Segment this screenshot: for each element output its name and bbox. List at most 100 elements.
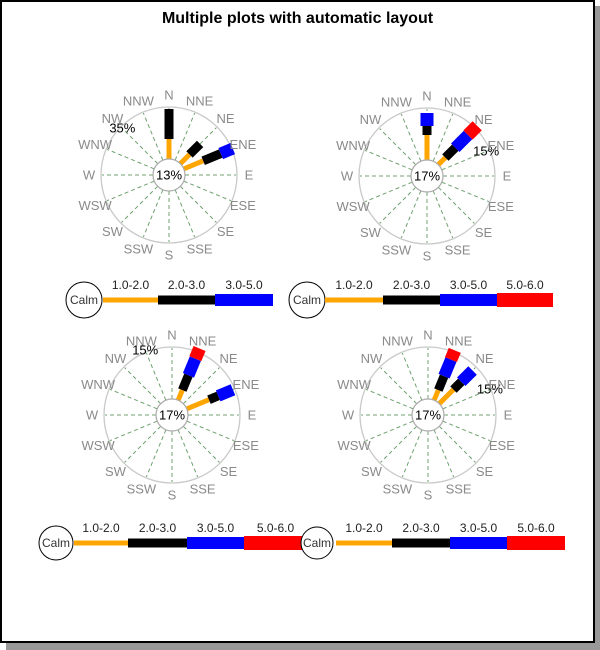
grid-line [442,420,491,442]
legend-segment-label: 1.0-2.0 [345,521,383,535]
legend-segment [187,537,244,549]
legend-segment [325,297,383,303]
direction-label-se: SE [475,225,493,240]
legend-segment-label: 5.0-6.0 [517,521,555,535]
grid-line [179,185,217,223]
wind-bar-segment-ene [201,149,223,165]
grid-line [182,367,220,405]
legend-top-left: Calm 1.0-2.0 2.0-3.0 3.0-5.0 [65,278,273,319]
grid-line [379,186,417,224]
direction-label-sse: SSE [445,242,471,257]
scale-percent-label: 35% [109,120,135,135]
scale-percent-label: 15% [477,381,503,396]
direction-label-se: SE [220,464,238,479]
grid-line [106,148,155,170]
legend-segment-label: 2.0-3.0 [139,521,177,535]
direction-label-e: E [248,408,257,423]
grid-line [401,429,423,478]
center-percent-label: 17% [159,408,185,423]
direction-label-ne: NE [476,351,494,366]
direction-label-ne: NE [220,351,238,366]
direction-label-nnw: NNW [381,95,413,110]
wind-bar-segment-ene [207,391,220,404]
grid-line [364,181,413,203]
scale-percent-label: 15% [132,342,158,357]
legend-segment-label: 3.0-5.0 [450,278,488,292]
legend-calm-circle [38,525,74,561]
legend-segment [128,538,187,548]
wind-bar-segment-ne [456,366,477,387]
legend-segment [215,294,273,306]
direction-label-ene: ENE [233,377,260,392]
figure-title: Multiple plots with automatic layout [161,10,434,27]
direction-label-ssw: SSW [382,242,412,257]
legend-segment [497,293,553,307]
wind-bar-segment-ne [463,121,482,140]
grid-line [124,367,162,405]
wind-bar-segment-ene [215,384,236,402]
grid-line [432,113,454,162]
legend-segment [383,295,440,305]
wind-bar-segment-nne [444,347,461,363]
grid-line [437,186,475,224]
direction-label-e: E [503,169,512,184]
direction-label-nne: NNE [445,334,473,349]
direction-label-ese: ESE [489,438,515,453]
grid-line [365,388,414,410]
direction-label-ne: NE [475,112,493,127]
inner-circle [411,398,445,432]
legend-segment [158,295,215,305]
direction-label-nw: NW [360,112,382,127]
wind-bar-segment-nne [189,345,206,362]
grid-line [142,112,164,161]
wind-bar-segment-ne [436,155,448,167]
grid-line [121,127,159,165]
wind-bar-segment-nne [434,374,449,392]
direction-label-ese: ESE [488,199,514,214]
legend-segment-label: 2.0-3.0 [402,521,440,535]
direction-label-wnw: WNW [337,377,372,392]
wind-bar-segment-nne [178,373,193,392]
grid-line [142,189,164,238]
wind-bar-segment-ene [182,158,205,172]
direction-label-sw: SW [105,464,127,479]
direction-label-ese: ESE [230,198,256,213]
grid-line [432,190,454,239]
direction-label-wsw: WSW [81,438,115,453]
legend-segment-label: 5.0-6.0 [257,521,295,535]
direction-label-w: W [341,169,354,184]
grid-line [364,149,413,171]
legend-calm-label: Calm [303,536,331,550]
wind-bar-segment-nne [431,389,441,402]
direction-label-nw: NW [105,351,127,366]
drop-shadow-right [595,6,600,650]
grid-line [121,185,159,223]
grid-line [182,425,220,463]
wind-bar-segment-ene [185,397,210,412]
legend-calm-label: Calm [70,293,98,307]
legend-segment-label: 3.0-5.0 [460,521,498,535]
direction-label-n: N [423,328,432,343]
legend-bottom-right: Calm 1.0-2.0 2.0-3.0 3.0-5.0 5.0-6.0 [300,521,565,560]
grid-line [379,128,417,166]
center-percent-label: 13% [156,168,182,183]
direction-label-ssw: SSW [124,241,154,256]
legend-calm-circle [300,526,334,560]
direction-label-wsw: WSW [78,198,112,213]
legend-segment [440,294,497,306]
legend-calm-label: Calm [42,536,70,550]
grid-line [186,420,235,442]
outer-ring [100,106,238,244]
inner-circle [410,159,444,193]
direction-label-w: W [83,168,96,183]
legend-segment [336,540,392,546]
grid-line [174,189,196,238]
direction-label-nw: NW [102,111,124,126]
outer-ring [103,346,241,484]
grid-line [433,429,455,478]
legend-segment-label: 3.0-5.0 [225,278,263,292]
direction-label-ene: ENE [489,377,516,392]
